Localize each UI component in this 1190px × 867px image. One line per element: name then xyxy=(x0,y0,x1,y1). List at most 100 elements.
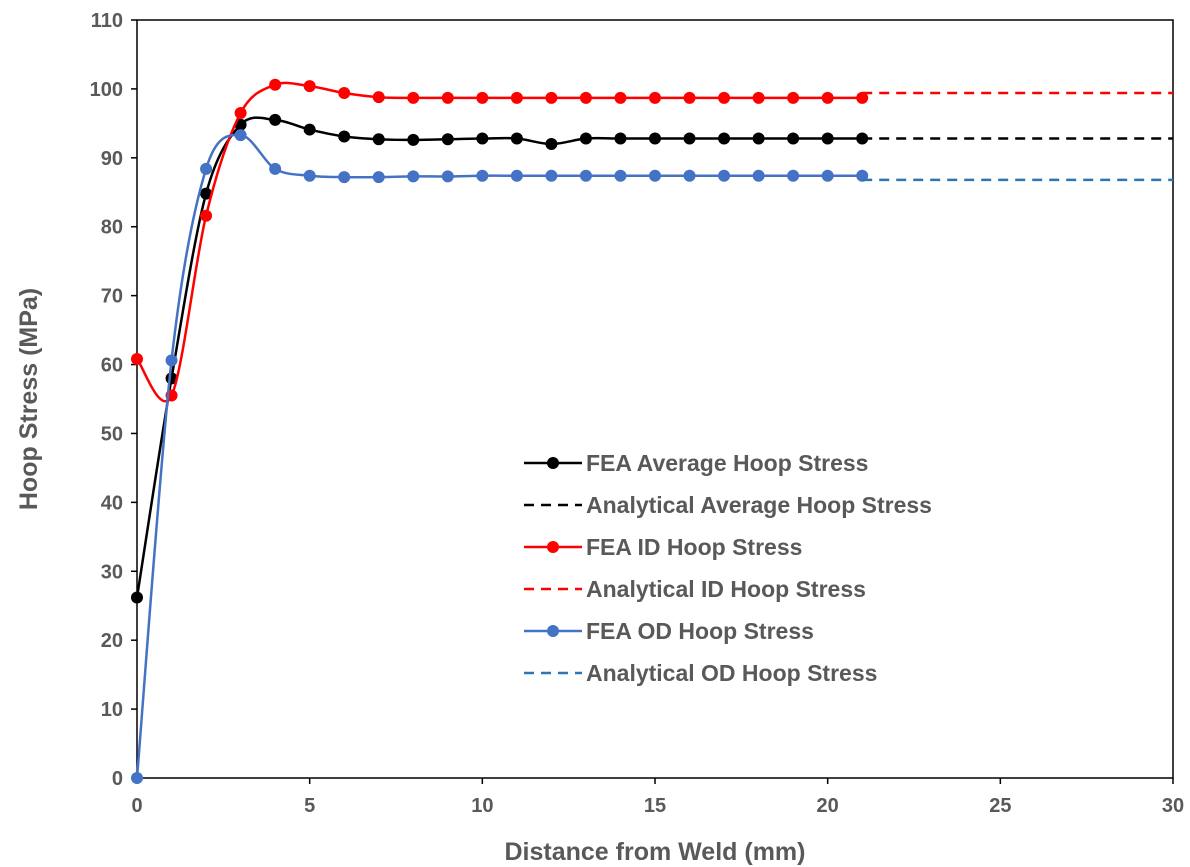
x-tick-label: 10 xyxy=(471,795,493,817)
data-point xyxy=(441,170,454,183)
data-point xyxy=(200,162,213,175)
data-point xyxy=(510,169,523,182)
data-point xyxy=(579,132,592,145)
data-point xyxy=(649,132,661,145)
data-point xyxy=(441,133,454,146)
data-point xyxy=(545,169,558,182)
data-point xyxy=(338,87,351,100)
data-point xyxy=(407,133,420,146)
data-point xyxy=(372,171,385,184)
data-point xyxy=(579,91,592,104)
legend-marker xyxy=(547,457,559,469)
y-axis-title: Hoop Stress (MPa) xyxy=(15,288,43,510)
y-tick-label: 100 xyxy=(90,79,123,101)
series-layer xyxy=(131,78,1173,784)
data-point xyxy=(476,91,489,104)
data-point xyxy=(200,187,213,200)
legend-marker xyxy=(547,625,559,637)
data-point xyxy=(545,138,558,151)
data-point xyxy=(649,169,661,182)
data-point xyxy=(338,171,351,184)
legend-item: FEA OD Hoop Stress xyxy=(524,618,814,644)
series-fea-od-hoop-stress xyxy=(131,129,869,784)
legend-label: Analytical ID Hoop Stress xyxy=(586,576,866,602)
data-point xyxy=(718,169,731,182)
data-point xyxy=(131,772,143,784)
data-point xyxy=(614,132,627,145)
data-point xyxy=(476,169,489,182)
legend-item: Analytical ID Hoop Stress xyxy=(524,576,866,602)
data-point xyxy=(752,91,765,104)
data-point xyxy=(303,169,316,182)
data-point xyxy=(787,169,800,182)
data-point xyxy=(131,591,143,604)
data-point xyxy=(821,132,834,145)
data-point xyxy=(234,107,247,120)
data-point xyxy=(718,91,731,104)
legend-label: FEA ID Hoop Stress xyxy=(586,534,802,560)
data-point xyxy=(856,91,869,104)
x-tick-label: 20 xyxy=(817,795,839,817)
data-point xyxy=(269,113,282,126)
data-point xyxy=(441,91,454,104)
data-point xyxy=(821,91,834,104)
x-tick-label: 25 xyxy=(989,795,1011,817)
data-point xyxy=(303,80,316,93)
data-point xyxy=(683,91,696,104)
legend-label: Analytical OD Hoop Stress xyxy=(586,660,877,686)
data-point xyxy=(407,91,420,104)
y-tick-label: 0 xyxy=(112,768,123,790)
data-point xyxy=(683,132,696,145)
x-axis-title: Distance from Weld (mm) xyxy=(505,838,806,866)
y-tick-label: 10 xyxy=(101,699,123,721)
y-tick-label: 110 xyxy=(91,10,123,32)
legend-item: Analytical OD Hoop Stress xyxy=(524,660,877,686)
y-tick-label: 40 xyxy=(101,492,123,514)
data-point xyxy=(338,130,351,143)
data-point xyxy=(614,91,627,104)
data-point xyxy=(269,162,282,175)
y-tick-label: 70 xyxy=(101,286,123,308)
x-tick-label: 30 xyxy=(1162,795,1184,817)
data-point xyxy=(476,132,489,145)
y-tick-label: 50 xyxy=(101,423,123,445)
data-point xyxy=(165,354,178,367)
legend-marker xyxy=(547,541,559,553)
y-tick-label: 60 xyxy=(101,355,123,377)
data-point xyxy=(683,169,696,182)
data-point xyxy=(510,91,523,104)
data-point xyxy=(649,91,661,104)
data-point xyxy=(372,91,385,104)
data-point xyxy=(200,209,213,222)
legend-item: FEA Average Hoop Stress xyxy=(524,450,868,476)
data-point xyxy=(234,129,247,142)
data-point xyxy=(269,78,282,91)
x-tick-label: 5 xyxy=(304,795,315,817)
legend-label: Analytical Average Hoop Stress xyxy=(586,492,932,518)
y-tick-label: 20 xyxy=(101,630,123,652)
legend-item: FEA ID Hoop Stress xyxy=(524,534,802,560)
data-point xyxy=(510,132,523,145)
data-point xyxy=(752,169,765,182)
data-point xyxy=(821,169,834,182)
legend: FEA Average Hoop Stress Analytical Averag… xyxy=(524,450,932,686)
data-point xyxy=(752,132,765,145)
data-point xyxy=(579,169,592,182)
data-point xyxy=(787,132,800,145)
data-point xyxy=(303,123,316,136)
y-tick-label: 80 xyxy=(101,217,123,239)
data-point xyxy=(131,353,143,366)
data-point xyxy=(372,133,385,146)
data-point xyxy=(545,91,558,104)
legend-label: FEA OD Hoop Stress xyxy=(586,618,814,644)
data-point xyxy=(718,132,731,145)
y-tick-label: 30 xyxy=(101,561,123,583)
y-tick-label: 90 xyxy=(101,148,123,170)
data-point xyxy=(787,91,800,104)
data-point xyxy=(614,169,627,182)
axis-ticks: 0 10 20 30 40 50 60 70 80 90 100 110 0 5 10 15 20 25 30 xyxy=(90,10,1185,817)
legend-item: Analytical Average Hoop Stress xyxy=(524,492,932,518)
data-point xyxy=(407,170,420,183)
